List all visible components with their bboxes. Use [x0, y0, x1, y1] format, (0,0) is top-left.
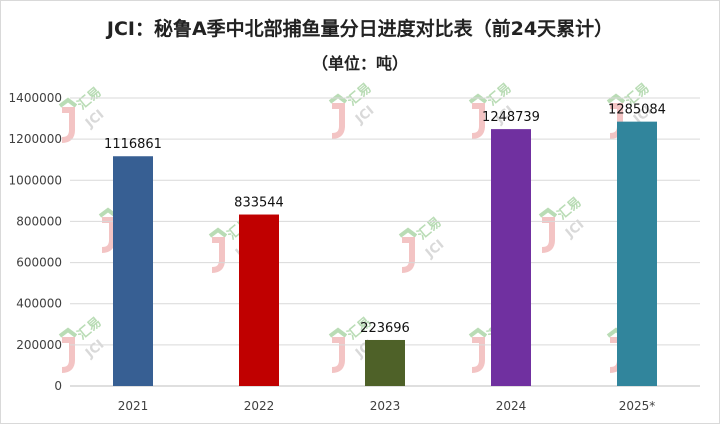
watermark-mark-red — [471, 337, 485, 373]
watermark-mark-red — [471, 103, 485, 139]
x-tick-label: 2023 — [370, 399, 401, 413]
x-tick-label: 2025* — [619, 399, 656, 413]
bar-2021 — [113, 156, 153, 386]
watermark-text-cn: 汇易 — [75, 315, 105, 343]
data-label: 833544 — [234, 196, 284, 211]
watermark-mark-green — [468, 93, 488, 104]
y-tick-label: 600000 — [16, 256, 62, 270]
data-label: 1285084 — [608, 103, 666, 118]
bar-2025 — [617, 121, 657, 386]
y-tick-label: 1400000 — [9, 91, 62, 105]
watermark-mark-red — [541, 217, 555, 253]
x-tick-label: 2024 — [496, 399, 527, 413]
chart-title: JCI：秘鲁A季中北部捕鱼量分日进度对比表（前24天累计） — [106, 18, 614, 40]
watermark-mark-green — [468, 327, 488, 338]
watermark-mark-red — [101, 217, 115, 253]
watermark-mark-red — [331, 103, 345, 139]
watermark-mark-red — [331, 337, 345, 373]
y-tick-label: 200000 — [16, 338, 62, 352]
watermark-text-cn: 汇易 — [415, 215, 445, 243]
watermark-mark-green — [328, 93, 348, 104]
data-label: 1116861 — [104, 137, 162, 152]
watermark-mark-red — [211, 237, 225, 273]
watermark-mark-green — [58, 327, 78, 338]
watermark-mark-red — [401, 237, 415, 273]
watermark-mark-red — [61, 337, 75, 373]
bar-2022 — [239, 214, 279, 386]
y-tick-label: 800000 — [16, 214, 62, 228]
watermark-mark-red — [61, 107, 75, 143]
watermark-mark-green — [398, 227, 418, 238]
bar-2024 — [491, 129, 531, 386]
y-tick-label: 1200000 — [9, 132, 62, 146]
watermark-mark-green — [208, 227, 228, 238]
data-label: 223696 — [360, 321, 410, 336]
x-tick-label: 2021 — [118, 399, 149, 413]
watermark-mark-green — [606, 93, 626, 104]
data-label: 1248739 — [482, 110, 540, 125]
bar-2023 — [365, 339, 405, 386]
watermark-mark-green — [328, 327, 348, 338]
x-tick-label: 2022 — [244, 399, 275, 413]
y-tick-label: 1000000 — [9, 173, 62, 187]
chart-subtitle: （单位：吨） — [311, 54, 408, 73]
watermark-text-cn: 汇易 — [555, 195, 585, 223]
y-tick-label: 400000 — [16, 297, 62, 311]
watermark-mark-green — [538, 207, 558, 218]
y-tick-label: 0 — [54, 379, 62, 393]
watermark-text-cn: 汇易 — [75, 85, 105, 113]
watermark-text-cn: 汇易 — [485, 81, 515, 109]
watermark-mark-green — [58, 97, 78, 108]
watermark-text-cn: 汇易 — [345, 81, 375, 109]
